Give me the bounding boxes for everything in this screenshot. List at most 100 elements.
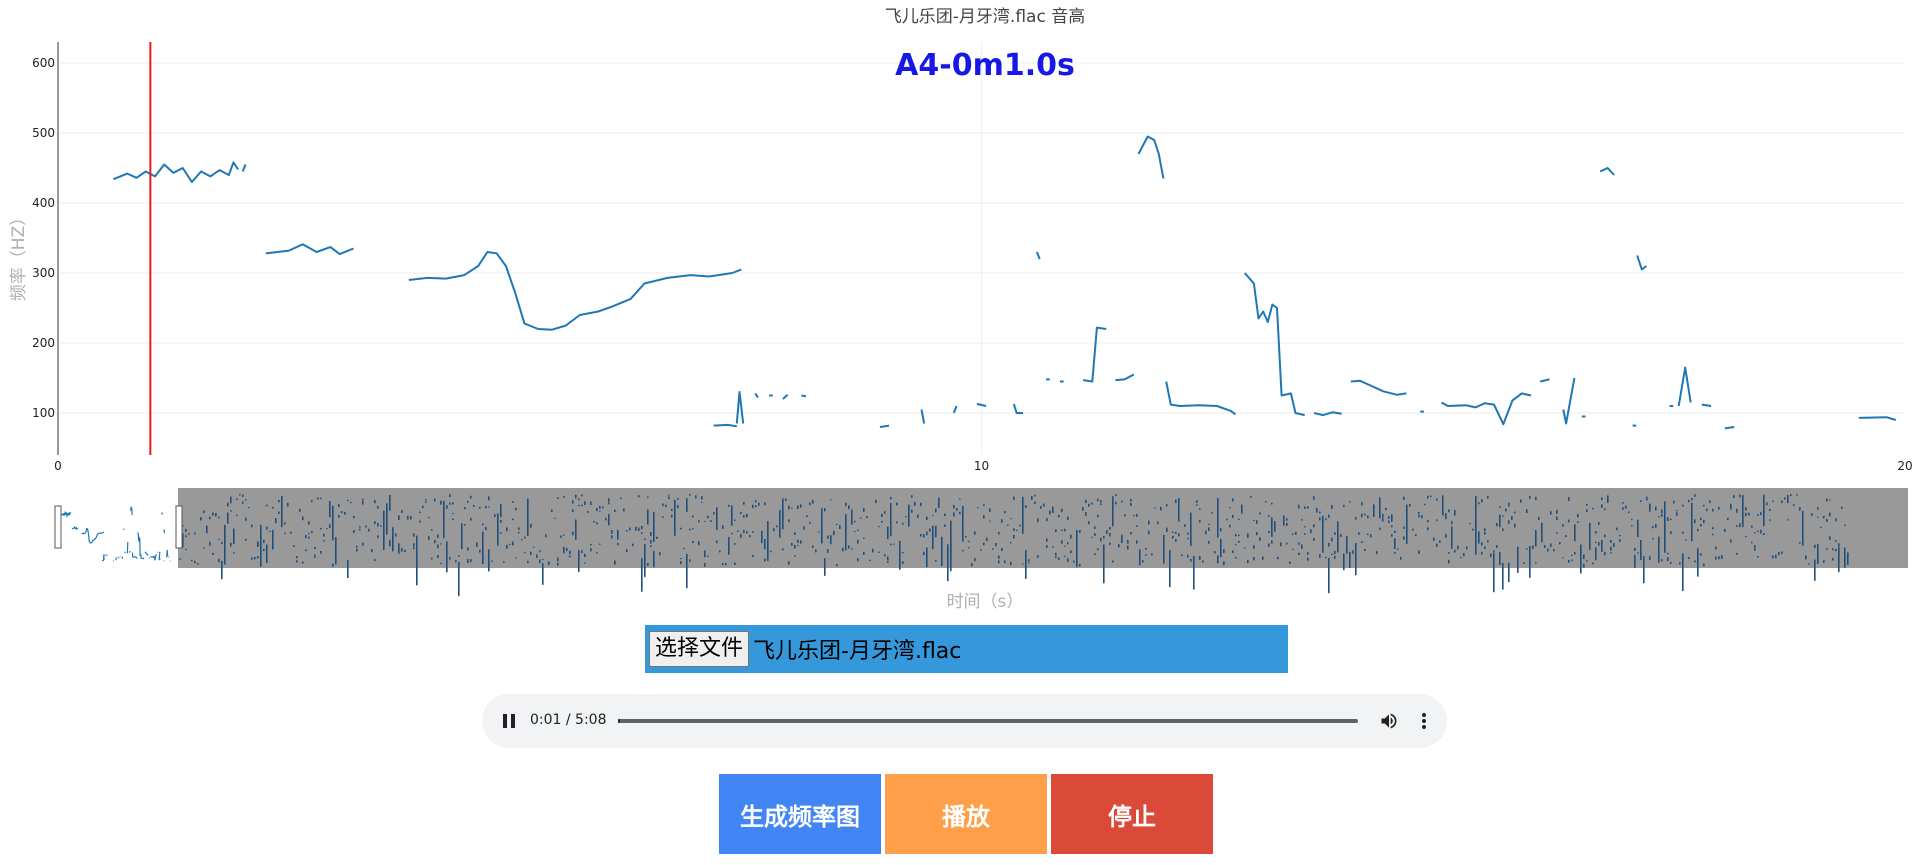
pitch-segment — [879, 424, 890, 428]
pitch-segment — [408, 251, 742, 331]
overview-mark — [812, 545, 814, 548]
choose-file-button[interactable]: 选择文件 — [649, 631, 750, 667]
overview-mark — [509, 543, 511, 545]
overview-mark — [1391, 534, 1393, 537]
overview-mark — [428, 536, 430, 541]
overview-mark — [1232, 514, 1234, 518]
pause-icon[interactable] — [502, 714, 516, 728]
overview-mark — [1601, 497, 1603, 501]
overview-mark — [725, 563, 727, 566]
range-slider-handle-left[interactable] — [54, 505, 62, 549]
overview-mark — [1847, 552, 1849, 557]
overview-mark — [200, 518, 202, 520]
overview-mark — [659, 552, 661, 556]
overview-mark — [1178, 533, 1180, 537]
overview-mark — [470, 517, 472, 521]
overview-mark — [650, 532, 652, 536]
overview-mark — [1667, 517, 1669, 521]
overview-mark — [767, 521, 769, 561]
pitch-segment — [1012, 403, 1024, 414]
seek-bar[interactable] — [618, 719, 1358, 723]
overview-mark — [878, 526, 880, 528]
overview-mark — [1253, 519, 1255, 521]
overview-mark — [1049, 510, 1051, 515]
overview-mark — [371, 549, 373, 553]
overview-mark — [1256, 520, 1258, 524]
overview-mark — [227, 512, 229, 524]
overview-mark — [1319, 511, 1321, 514]
overview-mark — [1241, 504, 1243, 514]
overview-mark — [752, 531, 754, 533]
overview-mark — [557, 562, 559, 566]
overview-mark — [911, 495, 913, 498]
overview-mark — [446, 541, 448, 573]
overview-mark — [1394, 551, 1396, 554]
overview-mark — [404, 549, 406, 552]
overview-mark — [227, 502, 229, 507]
overview-mark — [812, 499, 814, 504]
overview-mark — [674, 499, 676, 536]
overview-mark — [260, 563, 262, 567]
overview-mark — [563, 496, 565, 498]
overview-mark — [1313, 524, 1315, 528]
overview-mark — [1190, 512, 1192, 546]
overview-mark — [716, 507, 718, 531]
overview-mark — [758, 502, 760, 506]
overview-mark — [1316, 509, 1318, 513]
overview-mark — [1682, 553, 1684, 592]
overview-mark — [890, 502, 892, 537]
play-button[interactable]: 播放 — [885, 774, 1047, 854]
pitch-segment — [1858, 416, 1897, 421]
overview-mark — [1550, 543, 1552, 547]
stop-button[interactable]: 停止 — [1051, 774, 1213, 854]
overview-mark — [1013, 534, 1015, 539]
overview-mark — [320, 497, 322, 500]
range-slider[interactable] — [54, 488, 1908, 597]
more-options-icon[interactable] — [1417, 711, 1431, 731]
chart-axes: 100 200 300 400 500 600 0 10 20 — [32, 42, 1913, 473]
range-slider-handle-right[interactable] — [175, 505, 183, 549]
overview-mark — [440, 500, 442, 505]
overview-mark — [317, 497, 319, 500]
overview-mark — [1325, 518, 1327, 521]
x-axis-label: 时间（s） — [947, 592, 1024, 612]
overview-mark — [1700, 553, 1702, 556]
overview-mark — [1820, 526, 1822, 529]
overview-mark — [863, 552, 865, 555]
overview-mark — [1283, 515, 1285, 526]
overview-mark — [533, 546, 535, 548]
overview-segment — [163, 529, 166, 535]
overview-mark — [1226, 518, 1228, 521]
overview-mark — [1208, 541, 1210, 544]
overview-mark — [365, 525, 367, 528]
overview-mark — [1568, 519, 1570, 523]
overview-mark — [671, 508, 673, 511]
overview-mark — [413, 547, 415, 550]
overview-mark — [1403, 526, 1405, 529]
overview-mark — [1121, 500, 1123, 503]
overview-mark — [1469, 522, 1471, 525]
overview-mark — [572, 509, 574, 513]
overview-mark — [1769, 508, 1771, 511]
overview-mark — [830, 535, 832, 545]
overview-mark — [827, 549, 829, 553]
overview-mark — [1823, 515, 1825, 519]
volume-icon[interactable] — [1379, 711, 1399, 731]
overview-mark — [821, 508, 823, 543]
overview-mark — [890, 543, 892, 546]
overview-mark — [1211, 512, 1213, 514]
overview-mark — [983, 542, 985, 546]
overview-mark — [242, 501, 244, 504]
overview-mark — [1499, 551, 1501, 566]
overview-mark — [836, 523, 838, 526]
overview-mark — [1520, 499, 1522, 503]
overview-mark — [1097, 498, 1099, 502]
generate-chart-button[interactable]: 生成频率图 — [719, 774, 881, 854]
overview-segment — [137, 532, 143, 560]
overview-mark — [524, 536, 526, 539]
overview-mark — [944, 513, 946, 515]
overview-mark — [1256, 531, 1258, 536]
overview-mark — [1448, 559, 1450, 564]
overview-mark — [599, 505, 601, 509]
overview-mark — [644, 544, 646, 578]
